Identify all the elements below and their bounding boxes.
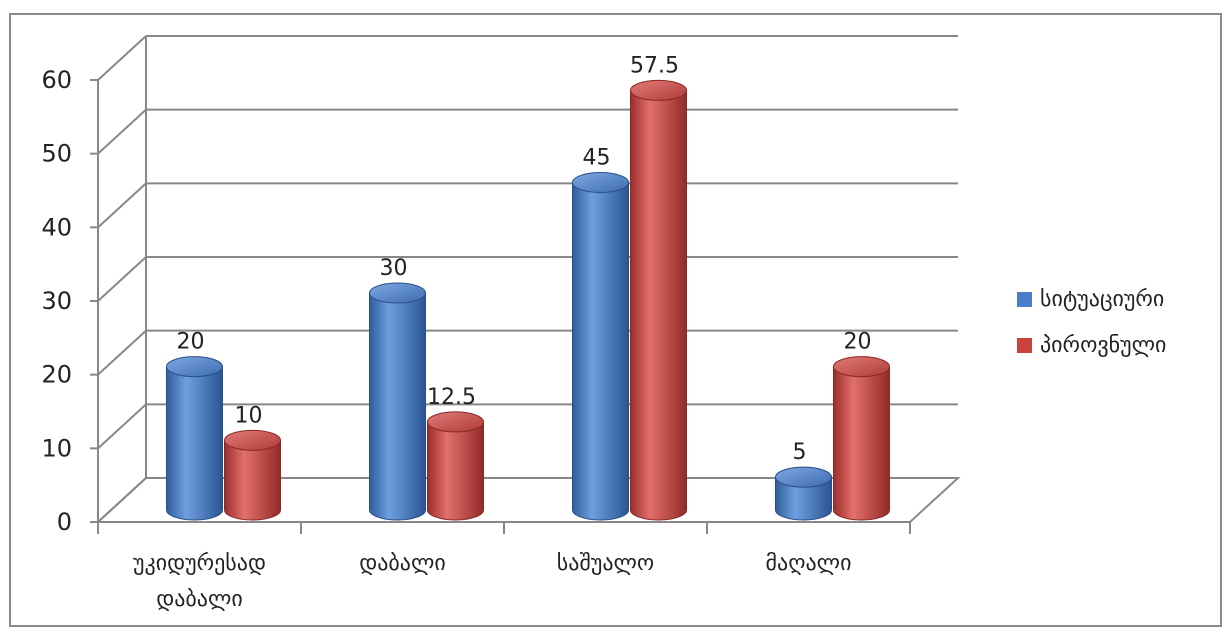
bars [166,79,890,521]
bar-body [166,366,223,521]
bar-1-4 [775,466,832,521]
legend-label: პიროვნული [1040,333,1166,358]
bar-1-3 [572,172,629,521]
bar-2-1 [224,429,281,521]
y-tick-label: 50 [41,140,72,168]
chart-border [9,13,1222,627]
bar-top [166,356,223,378]
labels: 0 10 20 30 40 50 60 20 10 30 12.5 45 57.5 5 20 უკიდურეს… [41,53,871,612]
y-tick-label: 10 [41,434,72,462]
gridline-side [97,182,147,229]
data-label: 30 [380,256,408,281]
x-category-label: მაღალი [766,551,852,576]
legend-swatch [1017,338,1032,353]
bar-top [427,411,484,433]
bar-body [572,182,629,521]
bar-top [833,356,890,378]
gridline-side [97,403,147,450]
y-tick-label: 20 [41,361,72,389]
bar-2-4 [833,356,890,521]
bar-body [833,366,890,521]
bar-1-1 [166,356,223,521]
x-category-label: უკიდურესად დაბალი [133,551,266,612]
x-category-label: საშუალო [557,551,654,576]
legend: სიტუაციური პიროვნული [1017,287,1166,358]
legend-swatch [1017,292,1032,307]
data-label: 20 [844,330,872,355]
axes [90,79,961,534]
bar-body [427,421,484,521]
bar-body [224,439,281,521]
y-tick-label: 0 [57,508,72,536]
gridline-side [97,329,147,376]
bar-top [775,466,832,488]
x-category-label: დაბალი [359,551,446,576]
gridline-side [97,256,147,302]
gridline-side [97,108,147,155]
legend-label: სიტუაციური [1040,287,1164,312]
bar-top [369,282,426,304]
bar-2-3 [630,79,687,521]
data-label: 12.5 [427,385,476,410]
data-label: 57.5 [630,53,679,78]
gridline-side [97,35,147,81]
bar-body [369,292,426,521]
bar-top [224,429,281,451]
y-tick-label: 40 [41,213,72,241]
bar-2-2 [427,411,484,521]
data-label: 10 [235,403,263,428]
bar-top [572,172,629,193]
bar-top [630,79,687,101]
data-label: 5 [793,440,807,465]
y-tick-label: 60 [41,66,72,94]
data-label: 45 [583,146,611,171]
bar-body [775,476,832,521]
data-label: 20 [177,330,205,355]
bar-body [630,89,687,521]
bar-1-2 [369,282,426,521]
y-tick-label: 30 [41,287,72,315]
gridlines [97,35,958,523]
